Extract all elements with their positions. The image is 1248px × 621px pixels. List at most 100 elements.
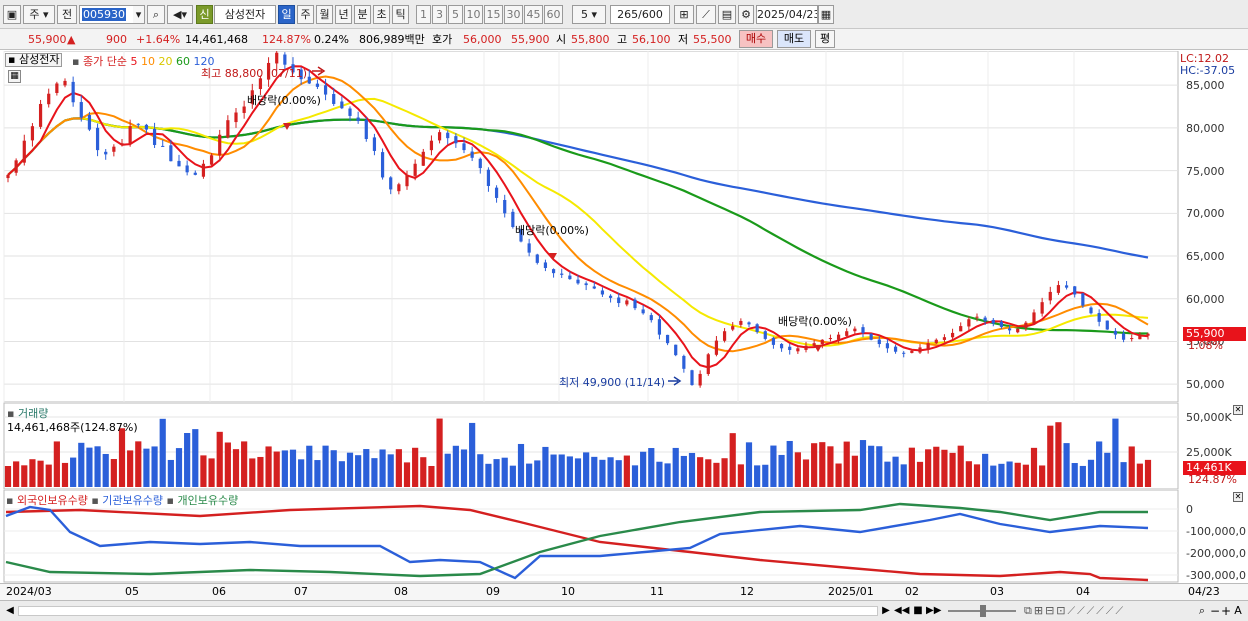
volume-bar [778,454,785,487]
volume-bar [1014,462,1021,487]
candle-body [592,286,596,289]
chart-tools-icons[interactable]: ⧉⊞⊟⊡⟋⟋⟋⟋⟋⟋ [1024,604,1126,617]
current-price-tag: 55,900 [1183,327,1246,341]
scroll-left-icon[interactable]: ◀ [6,605,14,616]
buy-button[interactable]: 매수 [739,30,773,48]
interval-value-select[interactable]: 5 ▾ [572,5,606,24]
interval-button-3[interactable]: 3 [432,5,447,24]
gear-icon[interactable]: ⚙ [738,5,754,24]
window-menu-icon[interactable]: ▣ [3,5,21,24]
zoom-out-icon[interactable]: − [1210,604,1221,618]
quote-bar: 55,900 ▲ 900 +1.64% 14,461,468 124.87% 0… [0,29,1248,50]
tab-4[interactable]: 분 [354,5,371,24]
interval-button-60[interactable]: 60 [544,5,563,24]
sell-button[interactable]: 매도 [777,30,811,48]
tab-3[interactable]: 년 [335,5,352,24]
volume-bar [819,442,826,487]
eval-button[interactable]: 평 [815,30,835,48]
volume-close-icon[interactable]: ✕ [1233,405,1243,415]
scroll-right-icon[interactable]: ▶ [882,605,890,616]
volume-bar [754,465,761,487]
draw-tool-icon[interactable]: ⟋ [696,5,716,24]
candle-body [788,346,792,351]
volume-bar [656,461,663,487]
volume-bar [925,449,932,487]
candle-body [568,275,572,280]
candle-body [926,343,930,350]
candle-body [421,151,425,166]
holdings-axis-tick: -200,000,0 [1186,547,1246,560]
interval-button-45[interactable]: 45 [524,5,543,24]
zoom-slider-handle[interactable] [980,605,986,617]
save-icon[interactable]: ▤ [718,5,736,24]
tab-5[interactable]: 초 [373,5,390,24]
dividend-arrow-icon [814,345,822,352]
volume-bar [493,459,500,487]
grid-toggle-icon[interactable]: ▦ [8,70,21,83]
moving-averages [7,65,1149,369]
candle-body [617,297,621,304]
candle-body [950,332,955,338]
open-value: 55,800 [571,33,610,46]
volume-bar [908,447,915,487]
code-dropdown-icon[interactable]: ▾ [133,5,145,24]
count-display[interactable]: 265/600 [610,5,670,24]
scroll-track[interactable] [18,606,878,616]
volume-bar [876,446,883,487]
dividend-arrow-icon [283,123,291,130]
date-label: 07 [294,585,308,598]
font-size-icon[interactable]: A [1234,604,1242,617]
zoom-in-icon[interactable]: + [1221,604,1232,618]
candle-body [698,373,702,386]
candle-body [934,339,938,344]
volume-bar [1144,459,1152,487]
period-main-select[interactable]: 주 ▾ [23,5,55,24]
volume-bar [363,449,370,487]
interval-button-30[interactable]: 30 [504,5,523,24]
prev-button[interactable]: 전 [57,5,77,24]
candle-body [55,83,59,93]
sound-icon[interactable]: ◀▾ [167,5,193,24]
interval-button-10[interactable]: 10 [464,5,483,24]
search-icon[interactable]: ⌕ [1198,604,1206,617]
volume-bar [542,446,549,487]
volume-bar [705,459,712,487]
stop-icon[interactable]: ■ [913,605,923,616]
volume-bar [281,450,288,487]
date-label: 11 [650,585,664,598]
holdings-axis-tick: 0 [1186,503,1193,516]
interval-button-1[interactable]: 1 [416,5,431,24]
search-icon[interactable]: ⌕ [147,5,165,24]
volume-bar [509,465,516,487]
interval-button-15[interactable]: 15 [484,5,503,24]
candle-body [283,54,287,65]
volume-bar [1079,465,1086,487]
volume-bar [70,457,77,487]
stock-name-field[interactable]: 삼성전자 [214,5,276,24]
calendar-icon[interactable]: ▦ [818,5,834,24]
volume-bar [314,460,321,487]
candle-body [405,174,409,187]
lc-label: LC:12.02 [1180,52,1230,65]
candle-body [739,320,743,325]
institution-holdings-line [5,505,1149,580]
candle-body [649,315,653,321]
price-candles [6,51,1150,388]
price-grid [3,51,1178,402]
chart-tool-icon[interactable]: ⊞ [674,5,694,24]
rewind-icon[interactable]: ◀◀ [894,605,910,616]
tab-6[interactable]: 틱 [392,5,409,24]
candle-body [722,331,727,341]
tab-2[interactable]: 월 [316,5,333,24]
interval-button-5[interactable]: 5 [448,5,463,24]
holdings-close-icon[interactable]: ✕ [1233,492,1243,502]
candle-body [918,347,922,353]
tab-1[interactable]: 주 [297,5,314,24]
code-input[interactable]: 005930 [79,5,145,24]
fast-forward-icon[interactable]: ▶▶ [926,605,942,616]
volume-bar [648,448,655,487]
date-field[interactable]: 2025/04/23 [756,5,818,24]
tab-0[interactable]: 일 [278,5,295,24]
candle-body [209,155,214,165]
candle-body [307,76,311,84]
